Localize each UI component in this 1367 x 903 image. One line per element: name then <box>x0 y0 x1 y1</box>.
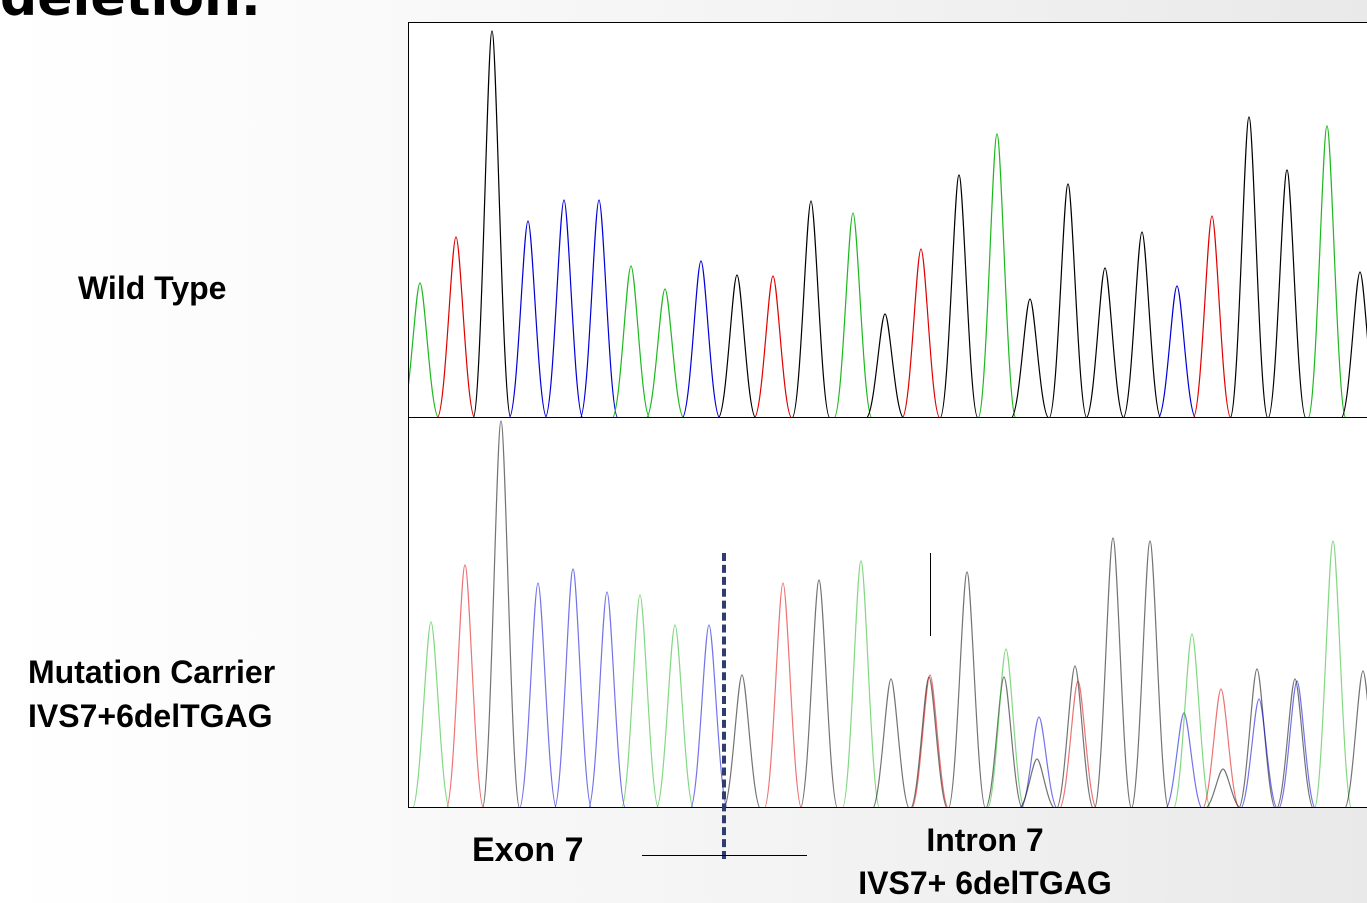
exon-intron-bracket-line <box>642 855 807 856</box>
wild-type-chromatogram <box>409 30 1367 417</box>
carrier-peak-A-18 <box>987 648 1025 807</box>
carrier-peak-A-0 <box>412 621 450 807</box>
carrier-peak-T-10 <box>764 582 802 807</box>
wild-type-peak-C-4 <box>544 199 584 417</box>
carrier-peak-G-16 <box>948 571 986 807</box>
carrier-peak-G-23 <box>1094 537 1132 807</box>
carrier-peak-G-13 <box>872 678 910 807</box>
wild-type-peak-G-2 <box>472 30 512 417</box>
wild-type-peak-A-7 <box>646 288 684 417</box>
wild-type-peak-A-0 <box>409 282 439 417</box>
wild-type-peak-G-24 <box>1267 169 1307 417</box>
cursor-marker-line <box>930 553 931 636</box>
carrier-peak-A-33 <box>1314 540 1352 807</box>
wild-type-peak-C-21 <box>1158 285 1196 417</box>
carrier-peak-G-20 <box>1019 758 1055 807</box>
carrier-peak-C-3 <box>519 582 557 807</box>
carrier-peak-G-24 <box>1131 540 1169 807</box>
carrier-peak-G-9 <box>723 674 761 807</box>
carrier-peak-G-11 <box>800 579 838 807</box>
wild-type-peak-G-9 <box>718 274 756 417</box>
exon-label: Exon 7 <box>472 831 584 869</box>
wild-type-label: Wild Type <box>78 270 227 306</box>
carrier-peak-G-29 <box>1238 668 1276 807</box>
wild-type-peak-A-16 <box>977 133 1017 417</box>
carrier-peak-A-26 <box>1173 633 1211 807</box>
wild-type-peak-A-12 <box>833 212 873 417</box>
carrier-peak-G-2 <box>482 420 520 807</box>
carrier-peak-G-31 <box>1276 678 1314 807</box>
wild-type-peak-G-15 <box>939 174 979 417</box>
wild-type-chromatogram-panel <box>408 22 1367 417</box>
wild-type-peak-C-8 <box>682 260 720 417</box>
carrier-peak-T-22 <box>1059 680 1097 807</box>
carrier-peak-G-21 <box>1056 665 1094 807</box>
intron-label-line2: IVS7+ 6delTGAG <box>858 865 1112 901</box>
wild-type-peak-G-11 <box>791 200 831 417</box>
wild-type-peak-T-1 <box>436 236 476 417</box>
carrier-peak-G-15 <box>910 676 948 807</box>
carrier-peak-C-8 <box>690 624 728 807</box>
carrier-peak-A-6 <box>621 594 659 807</box>
carrier-peak-A-7 <box>656 624 694 807</box>
slide-title: deletion. <box>0 0 261 28</box>
carrier-peak-C-32 <box>1278 680 1316 807</box>
carrier-peak-C-5 <box>588 591 626 807</box>
carrier-peak-T-1 <box>446 564 484 807</box>
wild-type-peak-C-5 <box>579 199 619 417</box>
mutation-carrier-chromatogram <box>412 420 1367 807</box>
carrier-peak-T-14 <box>911 674 949 807</box>
wild-type-peak-C-3 <box>508 220 548 417</box>
wild-type-peak-A-6 <box>612 265 650 417</box>
exon-intron-boundary-line <box>722 553 726 859</box>
wild-type-peak-T-22 <box>1192 215 1232 417</box>
carrier-peak-G-28 <box>1206 768 1240 807</box>
wild-type-peak-G-18 <box>1048 183 1088 417</box>
wild-type-peak-A-25 <box>1307 125 1347 417</box>
wild-type-peak-T-10 <box>754 275 792 417</box>
carrier-peak-G-34 <box>1344 670 1367 807</box>
wild-type-peak-G-17 <box>1011 298 1049 417</box>
carrier-peak-C-19 <box>1021 716 1057 807</box>
carrier-peak-C-30 <box>1241 698 1277 807</box>
carrier-peak-G-17 <box>985 676 1023 807</box>
wild-type-peak-G-19 <box>1086 267 1124 417</box>
wild-type-peak-G-20 <box>1122 231 1162 417</box>
wild-type-peak-G-26 <box>1341 271 1367 417</box>
carrier-peak-C-4 <box>554 568 592 807</box>
carrier-label-line1: Mutation Carrier <box>28 654 276 690</box>
wild-type-peak-G-13 <box>866 313 904 417</box>
intron-label-line1: Intron 7 <box>926 822 1044 858</box>
wild-type-peak-G-23 <box>1229 116 1269 417</box>
carrier-peak-A-12 <box>842 560 880 807</box>
carrier-chromatogram-panel <box>408 417 1367 808</box>
wild-type-peak-T-14 <box>902 248 940 417</box>
carrier-peak-T-27 <box>1202 688 1240 807</box>
carrier-label-line2: IVS7+6delTGAG <box>28 698 273 734</box>
